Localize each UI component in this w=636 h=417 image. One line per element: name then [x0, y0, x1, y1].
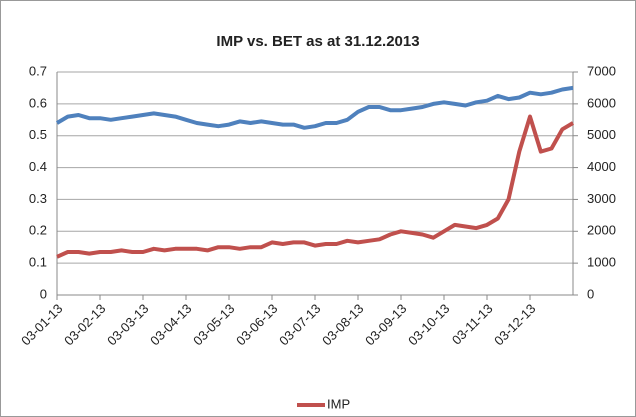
legend-label: IMP: [327, 396, 350, 411]
y2-tick-label: 5000: [587, 127, 616, 142]
y-tick-label: 0.3: [29, 191, 47, 206]
y-tick-label: 0.1: [29, 255, 47, 270]
y-tick-label: 0.4: [29, 159, 47, 174]
y2-tick-label: 3000: [587, 191, 616, 206]
y-tick-label: 0.2: [29, 223, 47, 238]
chart-title: IMP vs. BET as at 31.12.2013: [216, 33, 419, 50]
y-tick-label: 0.6: [29, 95, 47, 110]
y-tick-label: 0: [40, 286, 47, 301]
y2-tick-label: 7000: [587, 63, 616, 78]
series-line: [55, 85, 574, 130]
y2-tick-label: 4000: [587, 159, 616, 174]
y2-tick-label: 2000: [587, 223, 616, 238]
y2-tick-label: 1000: [587, 255, 616, 270]
y-tick-label: 0.7: [29, 63, 47, 78]
y2-tick-label: 0: [587, 286, 594, 301]
y-tick-label: 0.5: [29, 127, 47, 142]
series-line: [56, 114, 575, 259]
y2-tick-label: 6000: [587, 95, 616, 110]
